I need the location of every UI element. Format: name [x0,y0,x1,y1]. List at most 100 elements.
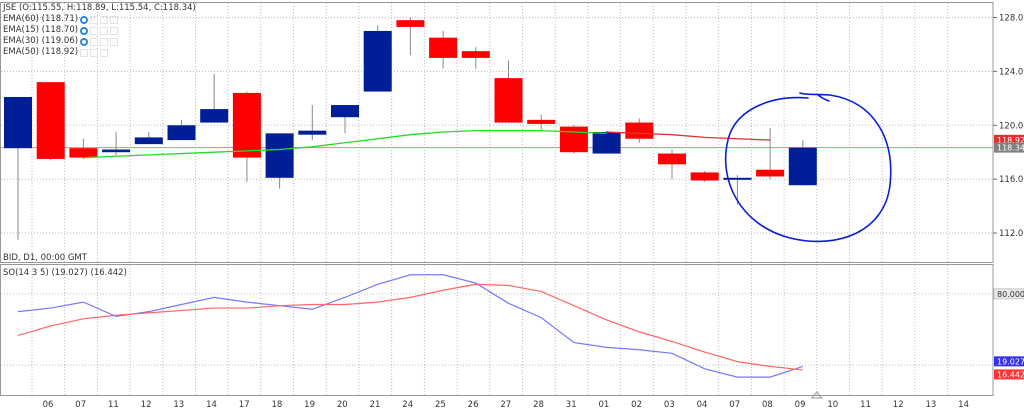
legend-label: EMA(60) (118.71) [3,14,79,24]
gear-icon[interactable] [80,26,89,35]
x-tick-label: 17 [239,400,250,410]
x-tick-label: 27 [500,400,511,410]
x-tick-label: 28 [533,400,544,410]
x-tick-label: 12 [893,400,904,410]
candle [69,138,98,159]
x-tick-label: 14 [206,400,217,410]
price-value-label: 118.34 [997,144,1024,153]
legend-toggle-box[interactable] [90,26,99,35]
candle [494,60,523,123]
x-tick-label: 07 [75,400,86,410]
candle-body [200,109,229,123]
legend-toggle-box[interactable] [100,26,109,35]
price-value-label: 118.92 [997,136,1024,145]
osc-value-tag [994,369,1024,380]
legend-item: EMA(30) (119.06) [3,36,196,47]
gear-icon[interactable] [80,15,89,24]
x-tick-label: 20 [337,400,348,410]
x-tick-label: 24 [402,400,413,410]
x-tick-label: 01 [598,400,609,410]
legend-item: EMA(50) (118.92) [3,47,196,58]
osc-level-tag [993,288,1024,300]
candle-body [592,132,621,154]
candle-body [723,177,752,180]
candle-body [331,105,359,118]
legend-label: EMA(15) (118.70) [3,25,79,35]
x-tick-label: 18 [271,400,282,410]
candle-body [102,149,131,153]
legend-toggle-box[interactable] [100,48,109,57]
x-tick-label: 09 [795,400,806,410]
oscillator-title: SO(14 3 5) (19.027) (16.442) [3,268,127,278]
gear-icon[interactable] [80,37,89,46]
legend-toggle-box[interactable] [90,48,99,57]
candle-body [494,78,523,123]
candle-body [461,51,490,58]
x-tick-label: 08 [762,400,773,410]
legend-toggle-box[interactable] [110,37,119,46]
candle-body [658,153,686,165]
candle [134,132,163,145]
so-signal-line [17,283,803,371]
x-tick-label: 11 [108,400,119,410]
x-tick-label: 14 [958,400,969,410]
x-tick-label: 13 [173,400,184,410]
candle-body [756,169,785,177]
x-tick-label: 03 [664,400,675,410]
candle [559,125,588,154]
candle [429,30,458,69]
candle [396,17,425,56]
price-tick-label: 120.00 [999,121,1024,131]
price-tick-label: 124.00 [999,67,1024,77]
x-tick-label: 02 [631,400,642,410]
candle [363,25,392,92]
candle [331,105,359,134]
price-tick-label: 116.00 [999,175,1024,185]
candle-body [690,172,719,181]
legend-toggle-box[interactable] [110,26,119,35]
legend-toggle-box[interactable] [90,15,99,24]
price-value-tag [994,142,1024,153]
candle-body [559,126,588,153]
hand-drawn-circle-annotation [724,92,892,243]
ema-short-line [83,130,607,159]
candle [265,133,294,189]
timeframe-label: BID, D1, 00:00 GMT [3,253,87,263]
x-tick-label: 25 [435,400,446,410]
price-tick-label: 112.00 [999,229,1024,239]
candle-body [363,30,392,92]
candle [167,119,196,141]
candle-body [4,96,32,149]
so-main-line [17,274,803,378]
candle [592,130,621,154]
candle-body [36,82,65,159]
candle [200,74,229,123]
candle [298,105,327,141]
legend-label: EMA(50) (118.92) [3,47,79,57]
legend-label: EMA(30) (119.06) [3,36,79,46]
x-tick-label: 19 [304,400,315,410]
legend-toggle-box[interactable] [110,15,119,24]
ema-long-line [606,131,771,141]
candle [788,140,817,186]
legend-item: EMA(60) (118.71) [3,14,196,25]
x-tick-label: 04 [697,400,708,410]
candle-body [396,20,425,27]
candle [4,96,32,240]
candle-body [429,37,458,58]
candle [102,132,131,155]
legend-toggle-box[interactable] [100,37,109,46]
price-value-tag [994,134,1024,145]
osc-value-label: 19.027 [997,357,1024,366]
price-tick-label: 128.00 [999,13,1024,23]
candle [36,82,65,161]
candle-body [625,122,654,139]
x-tick-label: 07 [729,400,740,410]
candle-body [69,148,98,158]
legend-toggle-box[interactable] [100,15,109,24]
legend-toggle-box[interactable] [80,48,89,57]
candle-body [232,92,261,158]
x-tick-label: 11 [860,400,871,410]
legend-toggle-box[interactable] [90,37,99,46]
